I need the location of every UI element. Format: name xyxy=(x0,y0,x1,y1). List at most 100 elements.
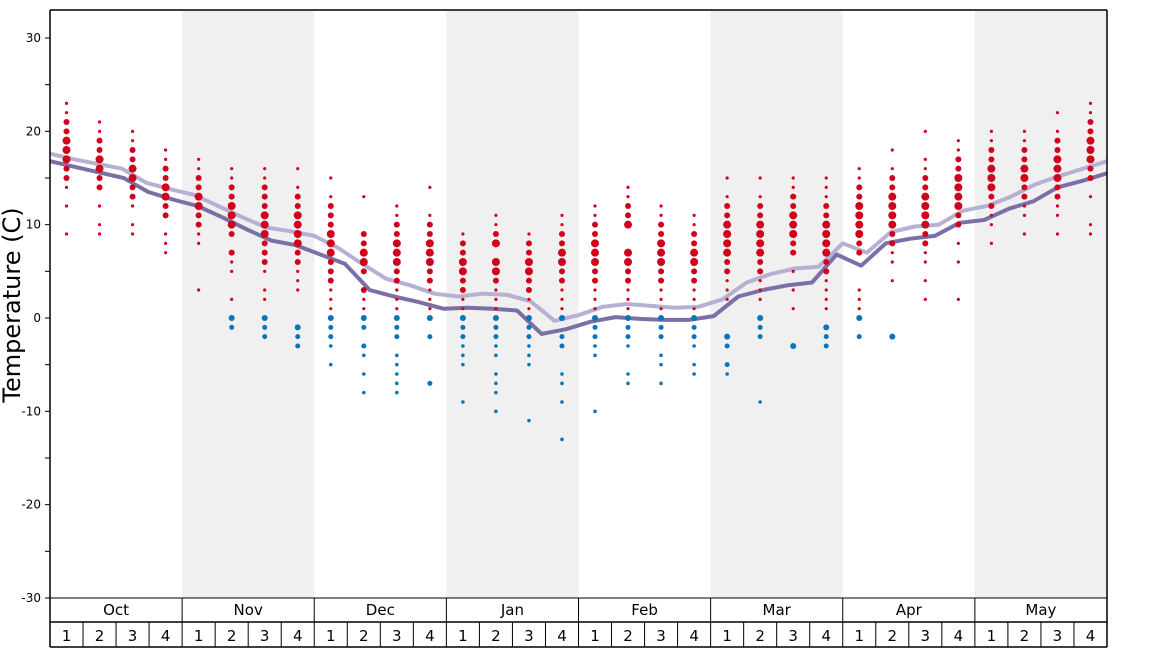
temperature-dot xyxy=(525,240,532,247)
temperature-dot xyxy=(197,157,201,161)
temperature-dot xyxy=(461,344,465,348)
temperature-dot xyxy=(293,230,302,238)
temperature-dot xyxy=(527,362,531,367)
temperature-dot xyxy=(725,279,729,283)
temperature-dot xyxy=(129,193,136,200)
temperature-dot xyxy=(855,202,864,210)
temperature-dot xyxy=(161,192,170,201)
temperature-dot xyxy=(197,232,201,236)
temperature-dot xyxy=(560,372,564,376)
temperature-dot xyxy=(1086,146,1095,154)
temperature-dot xyxy=(691,231,698,237)
temperature-dot xyxy=(459,287,466,293)
temperature-dot xyxy=(494,223,498,227)
temperature-dot xyxy=(560,437,564,442)
month-label: Nov xyxy=(234,601,263,619)
temperature-dot xyxy=(790,193,797,200)
temperature-dot xyxy=(491,239,500,248)
y-tick-label: 20 xyxy=(26,124,41,138)
temperature-dot xyxy=(263,297,267,301)
temperature-dot xyxy=(659,213,663,217)
temperature-dot xyxy=(921,220,930,229)
week-label: 3 xyxy=(921,627,931,645)
temperature-dot xyxy=(328,344,333,348)
temperature-dot xyxy=(1088,223,1093,227)
temperature-dot xyxy=(890,279,894,283)
temperature-dot xyxy=(889,184,896,191)
temperature-dot xyxy=(461,353,465,358)
temperature-dot xyxy=(855,220,864,229)
temperature-dot xyxy=(426,231,433,237)
temperature-dot xyxy=(822,239,831,248)
temperature-dot xyxy=(691,268,698,275)
temperature-dot xyxy=(128,164,137,173)
temperature-dot xyxy=(230,260,234,264)
temperature-dot xyxy=(228,231,235,237)
temperature-dot xyxy=(824,288,828,292)
temperature-dot xyxy=(625,268,632,275)
temperature-dot xyxy=(360,268,367,275)
temperature-dot xyxy=(460,324,466,330)
temperature-dot xyxy=(1088,232,1093,236)
temperature-dot xyxy=(657,239,666,248)
week-label: 4 xyxy=(557,627,567,645)
month-band xyxy=(446,10,579,598)
temperature-dot xyxy=(658,334,664,340)
temperature-dot xyxy=(525,287,532,293)
temperature-dot xyxy=(197,288,201,292)
temperature-dot xyxy=(890,148,894,152)
temperature-dot xyxy=(626,381,630,386)
month-label: Jan xyxy=(500,601,524,619)
temperature-dot xyxy=(527,353,531,358)
temperature-dot xyxy=(856,249,863,256)
temperature-dot xyxy=(625,334,631,340)
week-label: 2 xyxy=(755,627,765,645)
month-bands xyxy=(182,10,1107,598)
temperature-dot xyxy=(824,185,828,189)
temperature-dot xyxy=(956,148,960,152)
temperature-dot xyxy=(64,232,69,236)
temperature-dot xyxy=(756,220,765,229)
temperature-dot xyxy=(261,249,268,256)
temperature-dot xyxy=(62,136,71,145)
temperature-dot xyxy=(888,202,897,210)
data-dots xyxy=(62,101,1095,442)
temperature-dot xyxy=(592,268,599,275)
temperature-dot xyxy=(592,221,599,228)
temperature-dot xyxy=(823,268,830,275)
temperature-dot xyxy=(1053,155,1062,164)
temperature-dot xyxy=(592,324,598,330)
week-label: 1 xyxy=(987,627,997,645)
temperature-dot xyxy=(227,202,236,210)
temperature-dot xyxy=(824,297,828,301)
temperature-dot xyxy=(263,269,267,273)
month-label: Mar xyxy=(763,601,792,619)
y-tick-label: 10 xyxy=(26,218,41,232)
temperature-dot xyxy=(659,362,663,367)
temperature-dot xyxy=(526,324,532,330)
temperature-dot xyxy=(164,232,168,236)
temperature-dot xyxy=(96,184,103,191)
week-label: 4 xyxy=(161,627,171,645)
temperature-dot xyxy=(856,184,863,191)
temperature-dot xyxy=(723,239,732,248)
temperature-dot xyxy=(296,269,300,273)
temperature-dot xyxy=(62,155,71,164)
temperature-dot xyxy=(361,343,367,349)
temperature-dot xyxy=(659,353,663,358)
temperature-dot xyxy=(428,185,432,189)
temperature-dot xyxy=(327,221,334,228)
temperature-dot xyxy=(625,315,632,321)
temperature-dot xyxy=(923,157,927,161)
temperature-dot xyxy=(592,334,598,340)
temperature-dot xyxy=(593,204,597,208)
temperature-dot xyxy=(294,203,301,209)
temperature-dot xyxy=(230,269,234,273)
temperature-dot xyxy=(560,288,564,292)
temperature-dot xyxy=(624,248,633,257)
temperature-dot xyxy=(625,324,631,330)
temperature-dot xyxy=(194,192,203,201)
temperature-dot xyxy=(789,230,798,238)
temperature-dot xyxy=(987,174,996,182)
temperature-dot xyxy=(791,269,795,273)
